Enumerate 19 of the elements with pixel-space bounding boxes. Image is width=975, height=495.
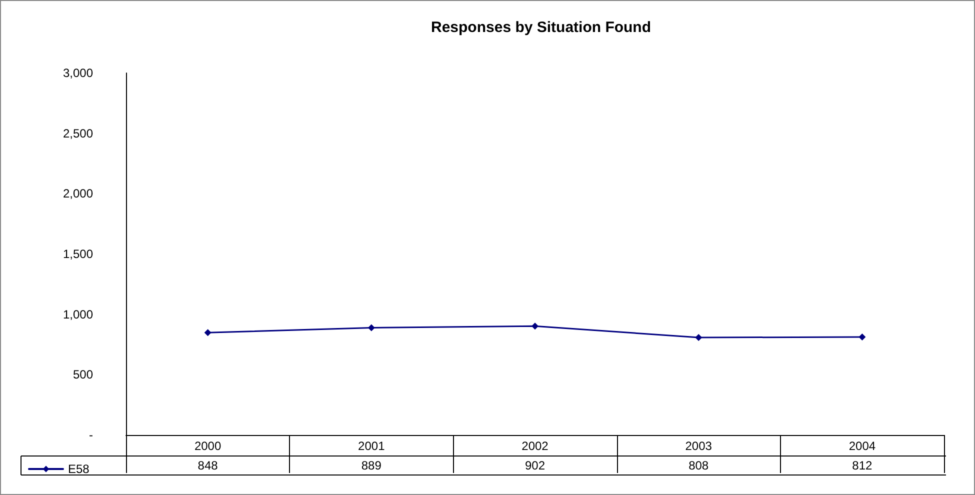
- y-tick-label: 500: [72, 368, 94, 382]
- legend-label: E58: [68, 462, 90, 476]
- x-tick-label: 2001: [358, 439, 386, 453]
- y-tick-label: 2,000: [62, 186, 94, 201]
- data-label: 848: [198, 458, 218, 472]
- y-tick-label: 1,000: [62, 307, 94, 322]
- chart-title: Responses by Situation Found: [430, 19, 652, 36]
- data-label: 902: [524, 458, 546, 472]
- data-label: 889: [361, 458, 382, 472]
- y-tick-label: 3,000: [62, 66, 94, 80]
- data-label: 808: [688, 458, 709, 472]
- data-label: 812: [852, 458, 873, 472]
- y-tick-label: 2,500: [62, 126, 94, 140]
- y-tick-label: 1,500: [62, 247, 94, 261]
- x-tick-label: 2000: [194, 439, 222, 453]
- x-tick-label: 2004: [848, 439, 876, 453]
- x-tick-label: 2003: [685, 439, 712, 453]
- y-tick-label: -: [89, 428, 93, 442]
- x-tick-label: 2002: [522, 439, 549, 453]
